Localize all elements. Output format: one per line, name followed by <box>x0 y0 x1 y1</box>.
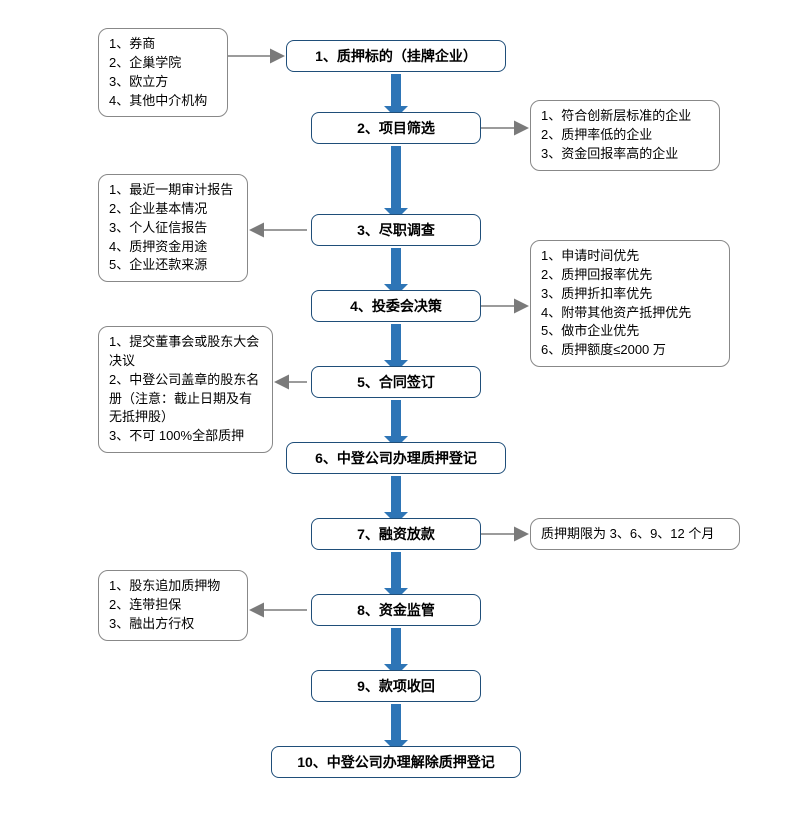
side-box-s7: 1、股东追加质押物2、连带担保3、融出方行权 <box>98 570 248 641</box>
flow-node-n5: 5、合同签订 <box>311 366 481 398</box>
side-line: 3、个人征信报告 <box>109 219 237 238</box>
flow-node-n10: 10、中登公司办理解除质押登记 <box>271 746 521 778</box>
flow-node-n2: 2、项目筛选 <box>311 112 481 144</box>
side-line: 2、企业基本情况 <box>109 200 237 219</box>
side-line: 4、质押资金用途 <box>109 238 237 257</box>
flow-node-n3: 3、尽职调查 <box>311 214 481 246</box>
side-line: 4、其他中介机构 <box>109 92 217 111</box>
side-line: 3、欧立方 <box>109 73 217 92</box>
node-label: 7、融资放款 <box>357 524 435 544</box>
side-line: 1、券商 <box>109 35 217 54</box>
flow-node-n4: 4、投委会决策 <box>311 290 481 322</box>
side-line: 2、中登公司盖章的股东名册（注意：截止日期及有无抵押股） <box>109 371 262 428</box>
flow-node-n7: 7、融资放款 <box>311 518 481 550</box>
side-line: 2、质押回报率优先 <box>541 266 719 285</box>
side-line: 6、质押额度≤2000 万 <box>541 341 719 360</box>
flow-node-n8: 8、资金监管 <box>311 594 481 626</box>
node-label: 10、中登公司办理解除质押登记 <box>297 752 495 772</box>
side-box-s5: 1、提交董事会或股东大会决议2、中登公司盖章的股东名册（注意：截止日期及有无抵押… <box>98 326 273 453</box>
flow-node-n1: 1、质押标的（挂牌企业） <box>286 40 506 72</box>
node-label: 2、项目筛选 <box>357 118 435 138</box>
node-label: 3、尽职调查 <box>357 220 435 240</box>
side-box-s4: 1、申请时间优先2、质押回报率优先3、质押折扣率优先4、附带其他资产抵押优先5、… <box>530 240 730 367</box>
side-box-s1: 1、券商2、企巢学院3、欧立方4、其他中介机构 <box>98 28 228 117</box>
side-line: 3、融出方行权 <box>109 615 237 634</box>
flowchart-canvas: 1、质押标的（挂牌企业） 2、项目筛选 3、尽职调查 4、投委会决策 5、合同签订 6、中… <box>0 0 793 814</box>
side-line: 3、资金回报率高的企业 <box>541 145 709 164</box>
side-line: 1、最近一期审计报告 <box>109 181 237 200</box>
side-line: 1、提交董事会或股东大会决议 <box>109 333 262 371</box>
side-line: 3、不可 100%全部质押 <box>109 427 262 446</box>
side-line: 2、企巢学院 <box>109 54 217 73</box>
side-line: 4、附带其他资产抵押优先 <box>541 304 719 323</box>
side-box-s6: 质押期限为 3、6、9、12 个月 <box>530 518 740 550</box>
node-label: 6、中登公司办理质押登记 <box>315 448 477 468</box>
side-box-s2: 1、符合创新层标准的企业2、质押率低的企业3、资金回报率高的企业 <box>530 100 720 171</box>
node-label: 9、款项收回 <box>357 676 435 696</box>
side-line: 5、企业还款来源 <box>109 256 237 275</box>
side-line: 5、做市企业优先 <box>541 322 719 341</box>
side-line: 1、申请时间优先 <box>541 247 719 266</box>
flow-node-n6: 6、中登公司办理质押登记 <box>286 442 506 474</box>
side-line: 2、质押率低的企业 <box>541 126 709 145</box>
flow-node-n9: 9、款项收回 <box>311 670 481 702</box>
side-line: 质押期限为 3、6、9、12 个月 <box>541 525 714 544</box>
side-line: 3、质押折扣率优先 <box>541 285 719 304</box>
node-label: 5、合同签订 <box>357 372 435 392</box>
node-label: 8、资金监管 <box>357 600 435 620</box>
side-line: 2、连带担保 <box>109 596 237 615</box>
node-label: 1、质押标的（挂牌企业） <box>315 46 477 66</box>
node-label: 4、投委会决策 <box>350 296 442 316</box>
side-line: 1、符合创新层标准的企业 <box>541 107 709 126</box>
side-line: 1、股东追加质押物 <box>109 577 237 596</box>
side-box-s3: 1、最近一期审计报告2、企业基本情况3、个人征信报告4、质押资金用途5、企业还款… <box>98 174 248 282</box>
